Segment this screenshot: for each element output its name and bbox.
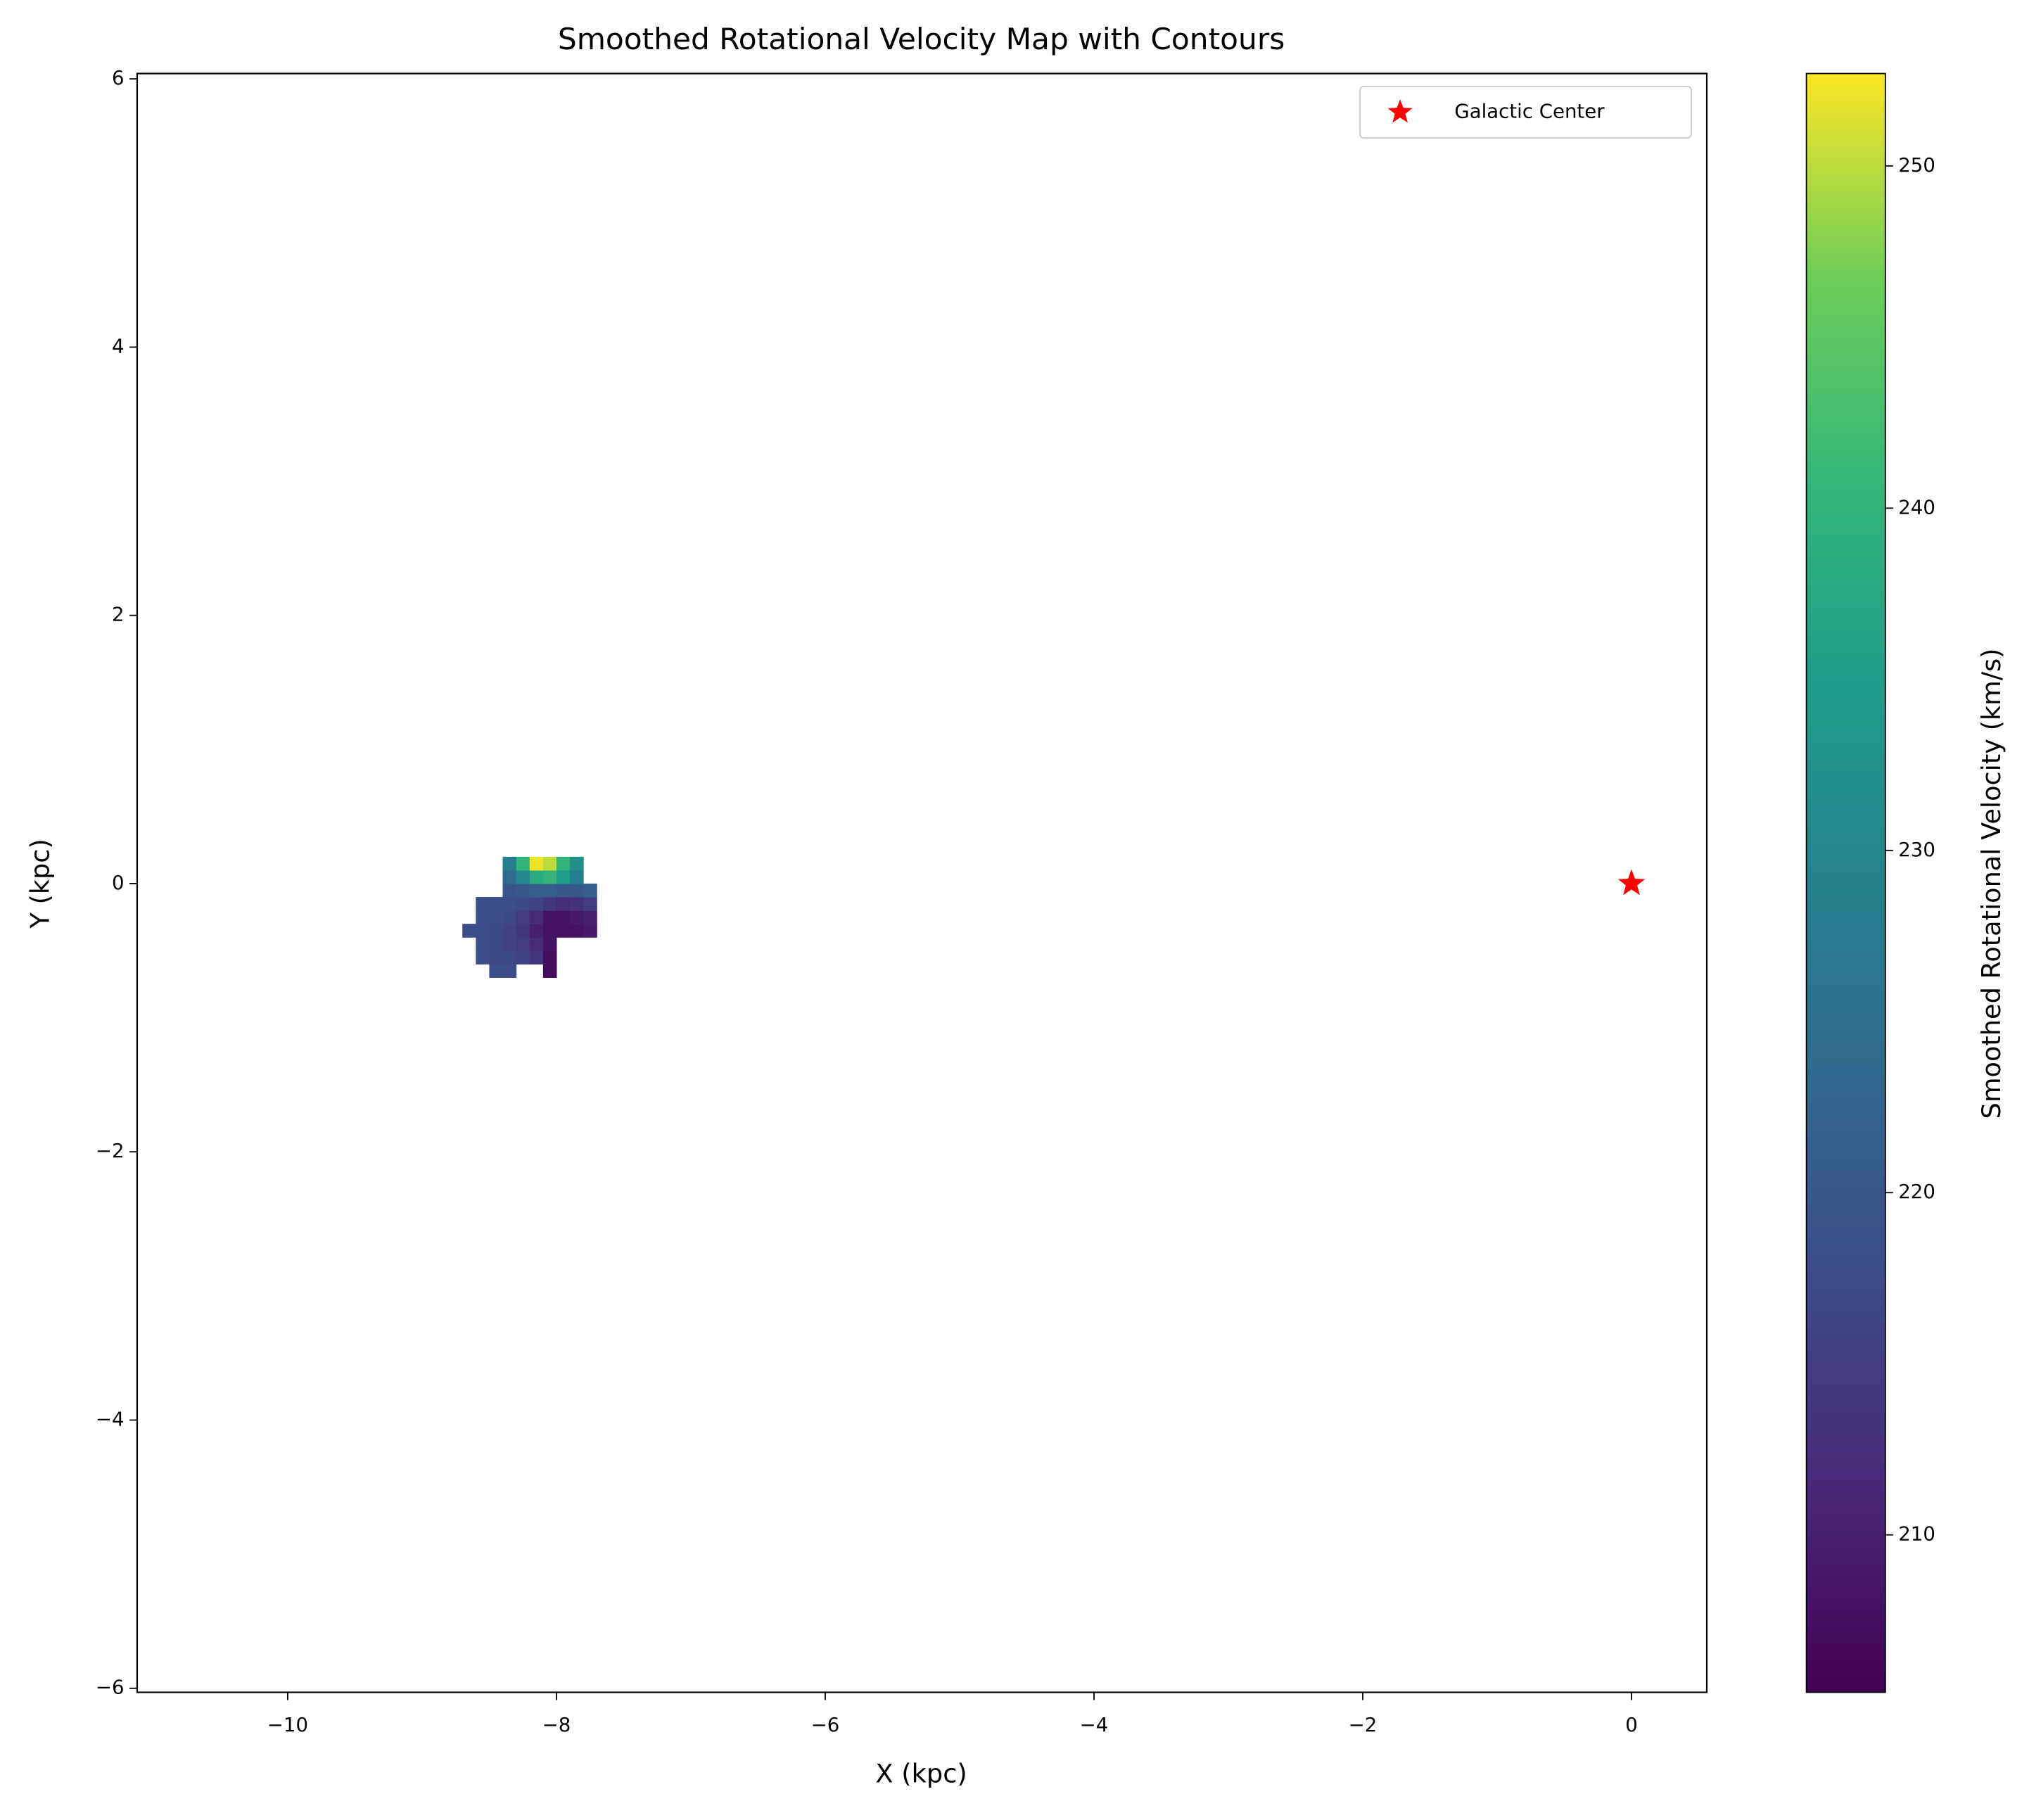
heatmap-cell <box>502 856 517 871</box>
heatmap-cell <box>542 924 557 938</box>
heatmap-cell <box>516 924 530 938</box>
heatmap-cell <box>476 937 490 951</box>
heatmap-cell <box>476 897 490 911</box>
heatmap-cell <box>556 924 571 938</box>
heatmap-cell <box>570 856 584 871</box>
heatmap-cell <box>529 924 544 938</box>
legend-marker <box>1387 99 1413 123</box>
heatmap-cell <box>542 950 557 965</box>
plot-frame <box>136 72 1708 1693</box>
colorbar-tick-label: 240 <box>1898 496 1935 518</box>
heatmap-cell <box>529 937 544 951</box>
heatmap-cell <box>529 856 544 871</box>
heatmap-cell <box>570 897 584 911</box>
heatmap-cell <box>556 883 571 898</box>
y-tick-label: −4 <box>96 1408 125 1431</box>
heatmap-cell <box>583 883 597 898</box>
y-tick-label: 2 <box>112 604 125 626</box>
heatmap-cell <box>489 910 504 924</box>
chart-title: Smoothed Rotational Velocity Map with Co… <box>558 22 1285 56</box>
heatmap-cell <box>556 870 571 884</box>
heatmap-cell <box>489 964 504 978</box>
heatmap-cell <box>502 897 517 911</box>
heatmap-cell <box>529 883 544 898</box>
heatmap-cell <box>583 910 597 924</box>
heatmap-cell <box>516 883 530 898</box>
heatmap-cell <box>529 897 544 911</box>
y-tick-label: 6 <box>112 67 125 89</box>
heatmap-cell <box>516 870 530 884</box>
heatmap-cell <box>542 883 557 898</box>
colorbar-tick-label: 250 <box>1898 154 1935 177</box>
heatmap-cell <box>556 856 571 871</box>
heatmap-cell <box>529 910 544 924</box>
heatmap-cell <box>542 910 557 924</box>
heatmap-cell <box>502 950 517 965</box>
colorbar-tick-label: 230 <box>1898 839 1935 861</box>
legend-box <box>1359 85 1692 139</box>
heatmap-cell <box>502 870 517 884</box>
x-tick-label: −6 <box>811 1714 840 1736</box>
heatmap-cell <box>570 870 584 884</box>
scatter-point <box>1617 869 1646 896</box>
heatmap-cell <box>556 897 571 911</box>
heatmap-cell <box>583 897 597 911</box>
x-tick-label: 0 <box>1625 1714 1638 1736</box>
heatmap-cell <box>570 910 584 924</box>
heatmap-cell <box>516 897 530 911</box>
heatmap-cell <box>516 910 530 924</box>
heatmap-cell <box>476 924 490 938</box>
heatmap-cell <box>570 924 584 938</box>
heatmap-cell <box>542 937 557 951</box>
heatmap-cell <box>502 910 517 924</box>
heatmap-cell <box>489 950 504 965</box>
heatmap-cell <box>502 883 517 898</box>
heatmap-cell <box>570 883 584 898</box>
y-tick-label: −6 <box>96 1676 125 1699</box>
heatmap-cell <box>502 924 517 938</box>
heatmap-cell <box>556 910 571 924</box>
x-tick-label: −10 <box>267 1714 308 1736</box>
heatmap-cell <box>462 924 476 938</box>
y-axis-label: Y (kpc) <box>25 839 55 929</box>
heatmap-cell <box>529 870 544 884</box>
x-tick-label: −2 <box>1349 1714 1378 1736</box>
colorbar-tick-label: 210 <box>1898 1523 1935 1546</box>
colorbar-tick-label: 220 <box>1898 1181 1935 1203</box>
heatmap-cell <box>542 897 557 911</box>
heatmap-cell <box>583 924 597 938</box>
y-tick-label: 4 <box>112 335 125 357</box>
heatmap-cell <box>542 870 557 884</box>
colorbar <box>1805 72 1886 1693</box>
heatmap-cell <box>529 950 544 965</box>
heatmap-cell <box>502 937 517 951</box>
heatmap-cell <box>542 964 557 978</box>
y-tick-label: −2 <box>96 1140 125 1162</box>
legend-label: Galactic Center <box>1454 101 1605 123</box>
heatmap-cell <box>502 964 517 978</box>
heatmap-cell <box>476 910 490 924</box>
heatmap-cell <box>542 856 557 871</box>
colorbar-label: Smoothed Rotational Velocity (km/s) <box>1976 648 2006 1119</box>
heatmap-cell <box>476 950 490 965</box>
x-axis-label: X (kpc) <box>875 1758 967 1788</box>
x-tick-label: −4 <box>1080 1714 1109 1736</box>
heatmap-cell <box>489 924 504 938</box>
heatmap-cell <box>516 856 530 871</box>
x-tick-label: −8 <box>542 1714 571 1736</box>
heatmap-cell <box>516 950 530 965</box>
heatmap-cell <box>489 897 504 911</box>
y-tick-label: 0 <box>112 872 125 894</box>
heatmap-cell <box>489 937 504 951</box>
heatmap-cell <box>516 937 530 951</box>
